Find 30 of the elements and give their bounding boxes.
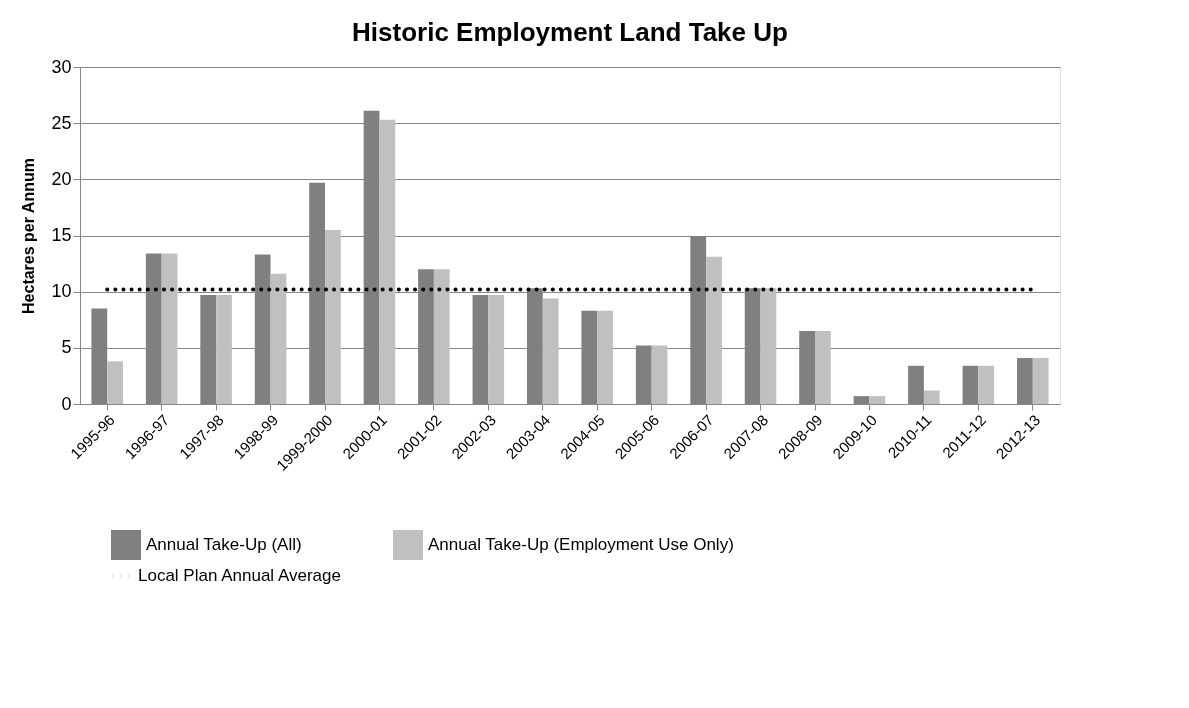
bar	[216, 295, 232, 404]
bar	[542, 298, 559, 404]
y-tick-label: 10	[51, 281, 72, 302]
bar	[433, 269, 450, 404]
bar	[325, 229, 341, 404]
y-tick-label: 5	[61, 337, 72, 358]
bar	[488, 295, 505, 404]
y-axis-title: Hectares per Annum	[20, 158, 38, 314]
bar	[760, 288, 777, 404]
bar	[1032, 357, 1049, 404]
chart-title: Historic Employment Land Take Up	[352, 17, 788, 47]
y-tick-label: 20	[51, 168, 72, 189]
bar	[978, 365, 995, 404]
bar	[379, 119, 396, 404]
bar	[597, 310, 614, 404]
legend-label: Annual Take-Up (Employment Use Only)	[428, 535, 734, 554]
legend-label: Annual Take-Up (All)	[146, 535, 302, 554]
legend-label: Local Plan Annual Average	[138, 566, 341, 585]
bar	[706, 256, 722, 404]
y-tick-label: 25	[51, 112, 72, 133]
bar	[869, 396, 886, 404]
y-tick-label: 30	[51, 56, 72, 77]
y-tick-label: 0	[61, 393, 72, 414]
y-tick-label: 15	[51, 225, 72, 245]
bar	[161, 253, 178, 404]
bar	[923, 390, 940, 404]
bar	[270, 273, 287, 404]
bar	[107, 361, 124, 404]
bar	[651, 345, 668, 404]
bar	[815, 330, 831, 404]
